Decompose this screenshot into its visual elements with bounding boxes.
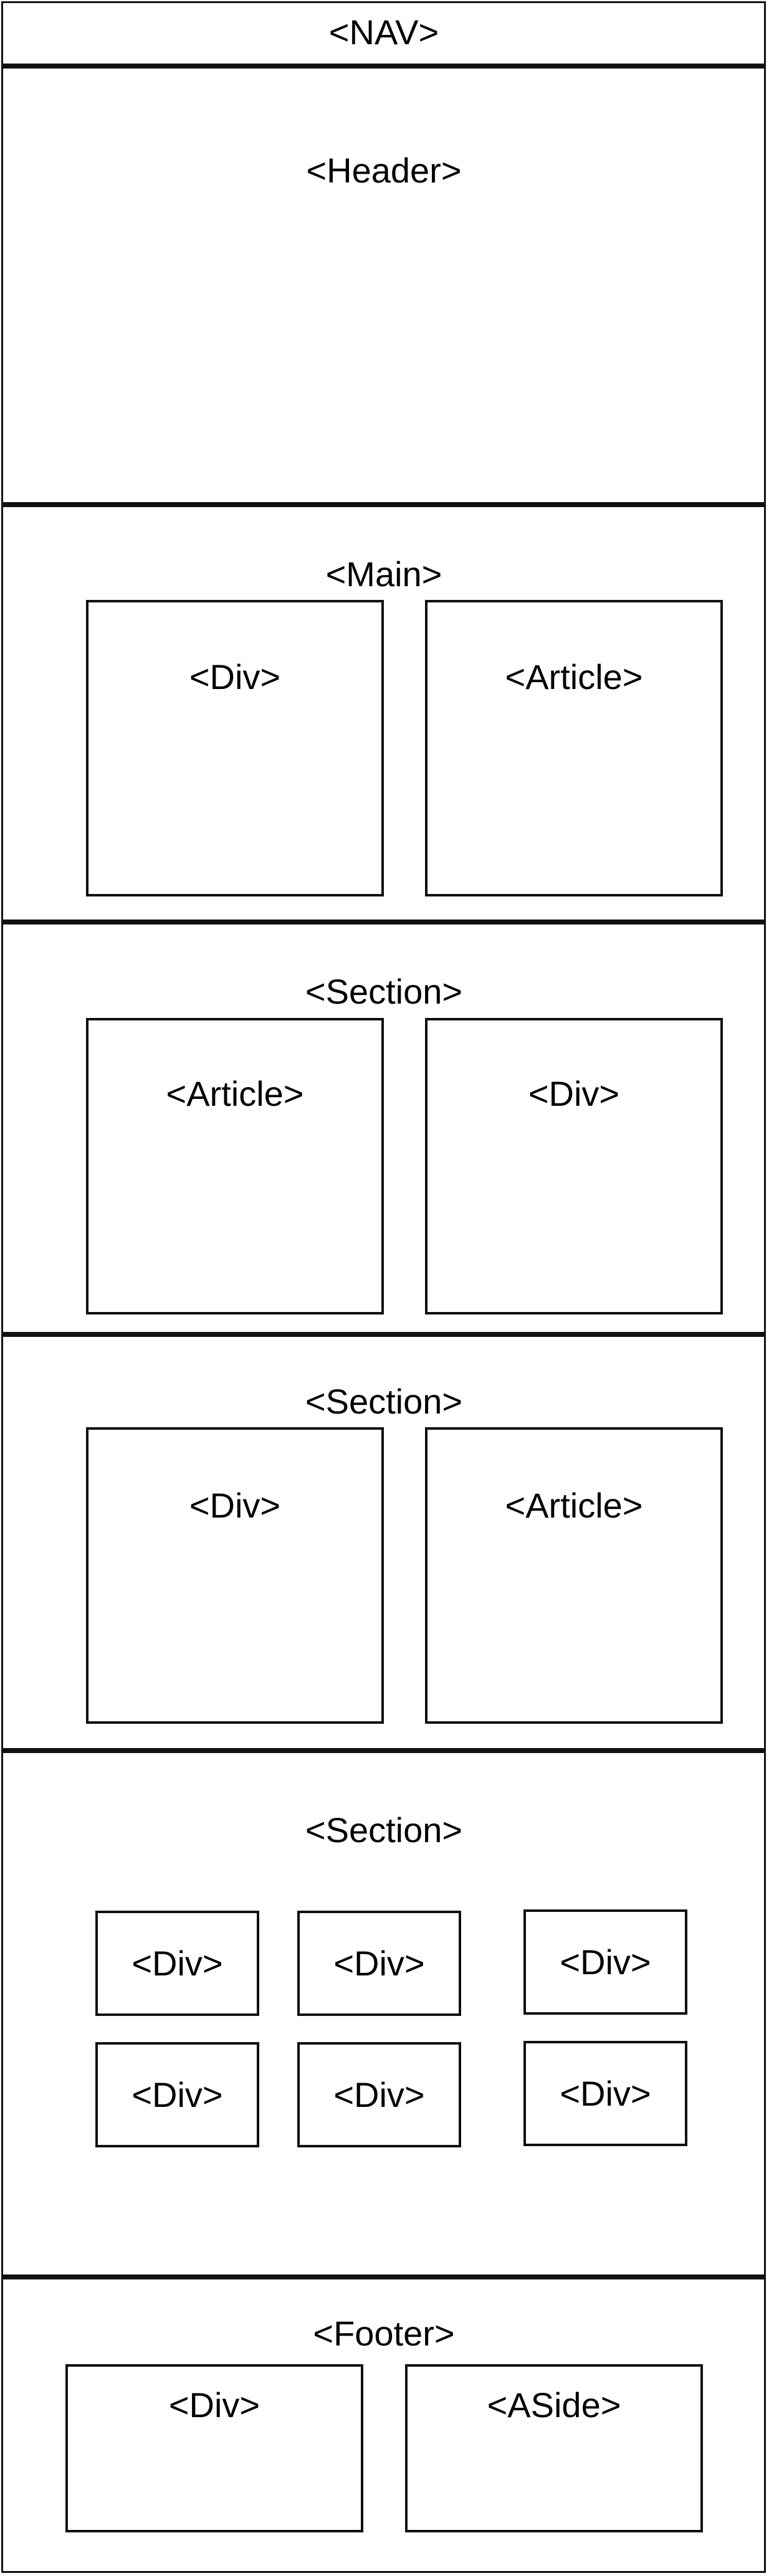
section3-div-label-1: <Div> — [131, 1943, 223, 1983]
section3-div-box-1: <Div> — [95, 1911, 259, 2016]
main-div-label: <Div> — [189, 657, 281, 696]
section2-article-label: <Article> — [505, 1486, 643, 1525]
section3-div-label-4: <Div> — [131, 2075, 223, 2114]
nav-label: <NAV> — [328, 12, 439, 52]
section1-div-label: <Div> — [528, 1074, 620, 1113]
section3-div-label-3: <Div> — [560, 1942, 651, 1982]
divider-section-section — [1, 1332, 766, 1337]
divider-section-footer — [1, 2274, 766, 2279]
section1-label: <Section> — [305, 972, 463, 1011]
footer-label: <Footer> — [313, 2314, 455, 2353]
header-label: <Header> — [306, 151, 462, 190]
section3-div-label-6: <Div> — [560, 2073, 651, 2113]
section3-label: <Section> — [305, 1810, 463, 1850]
section3-div-box-4: <Div> — [95, 2042, 259, 2147]
footer-aside-box: <ASide> — [405, 2364, 703, 2532]
main-article-box: <Article> — [425, 600, 723, 896]
section3-div-box-2: <Div> — [297, 1911, 461, 2016]
divider-nav-header — [1, 64, 766, 69]
footer-div-label: <Div> — [168, 2385, 260, 2425]
section2-div-label: <Div> — [189, 1486, 281, 1525]
section3-div-label-5: <Div> — [333, 2075, 425, 2114]
main-label: <Main> — [325, 554, 442, 594]
section3-div-box-5: <Div> — [297, 2042, 461, 2147]
section1-div-box: <Div> — [425, 1018, 723, 1314]
section2-label: <Section> — [305, 1382, 463, 1421]
section3-div-label-2: <Div> — [333, 1943, 425, 1983]
section1-article-box: <Article> — [86, 1018, 384, 1314]
divider-header-main — [1, 502, 766, 507]
footer-div-box: <Div> — [65, 2364, 363, 2532]
footer-aside-label: <ASide> — [487, 2385, 621, 2425]
section1-article-label: <Article> — [166, 1074, 304, 1113]
divider-main-section — [1, 920, 766, 924]
section2-article-box: <Article> — [425, 1427, 723, 1724]
divider-section-section-2 — [1, 1748, 766, 1753]
section3-div-box-3: <Div> — [523, 1909, 687, 2015]
main-div-box: <Div> — [86, 600, 384, 896]
section3-div-box-6: <Div> — [523, 2041, 687, 2146]
main-article-label: <Article> — [505, 657, 643, 696]
section2-div-box: <Div> — [86, 1427, 384, 1724]
